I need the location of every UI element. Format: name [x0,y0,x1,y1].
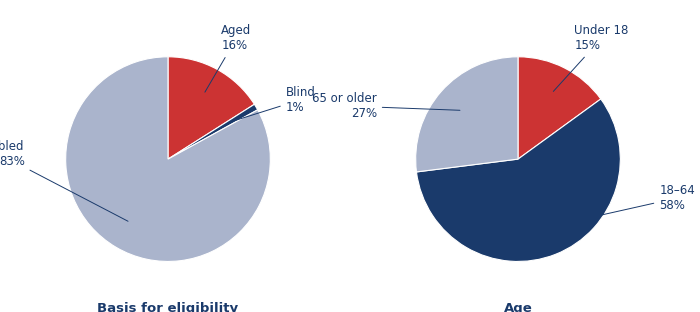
Text: Disabled
83%: Disabled 83% [0,140,128,221]
Text: 18–64
58%: 18–64 58% [548,184,695,227]
Text: Age: Age [503,302,533,312]
Wedge shape [518,57,601,159]
Text: Basis for eligibility: Basis for eligibility [97,302,239,312]
Wedge shape [168,104,258,159]
Text: Aged
16%: Aged 16% [205,24,251,92]
Text: 65 or older
27%: 65 or older 27% [312,92,460,120]
Text: Blind
1%: Blind 1% [234,86,316,121]
Wedge shape [416,99,620,261]
Wedge shape [416,57,518,172]
Wedge shape [168,57,254,159]
Text: Under 18
15%: Under 18 15% [553,24,629,91]
Wedge shape [66,57,270,261]
